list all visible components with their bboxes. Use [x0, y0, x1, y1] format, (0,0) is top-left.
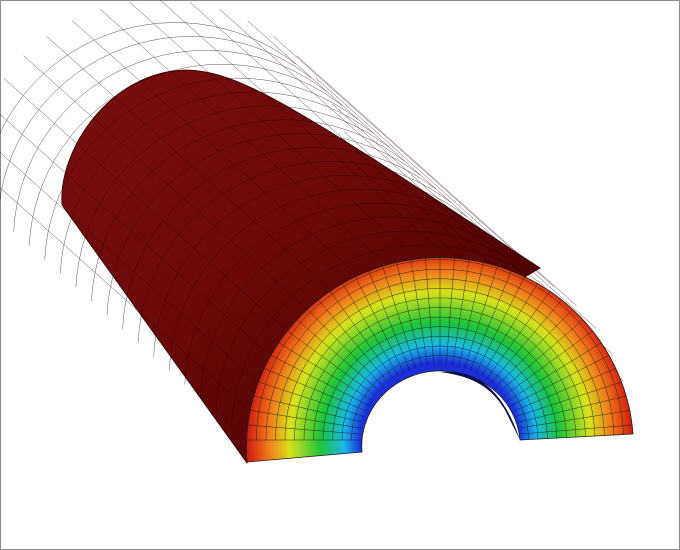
render-scene	[0, 0, 680, 550]
viewport	[0, 0, 680, 550]
